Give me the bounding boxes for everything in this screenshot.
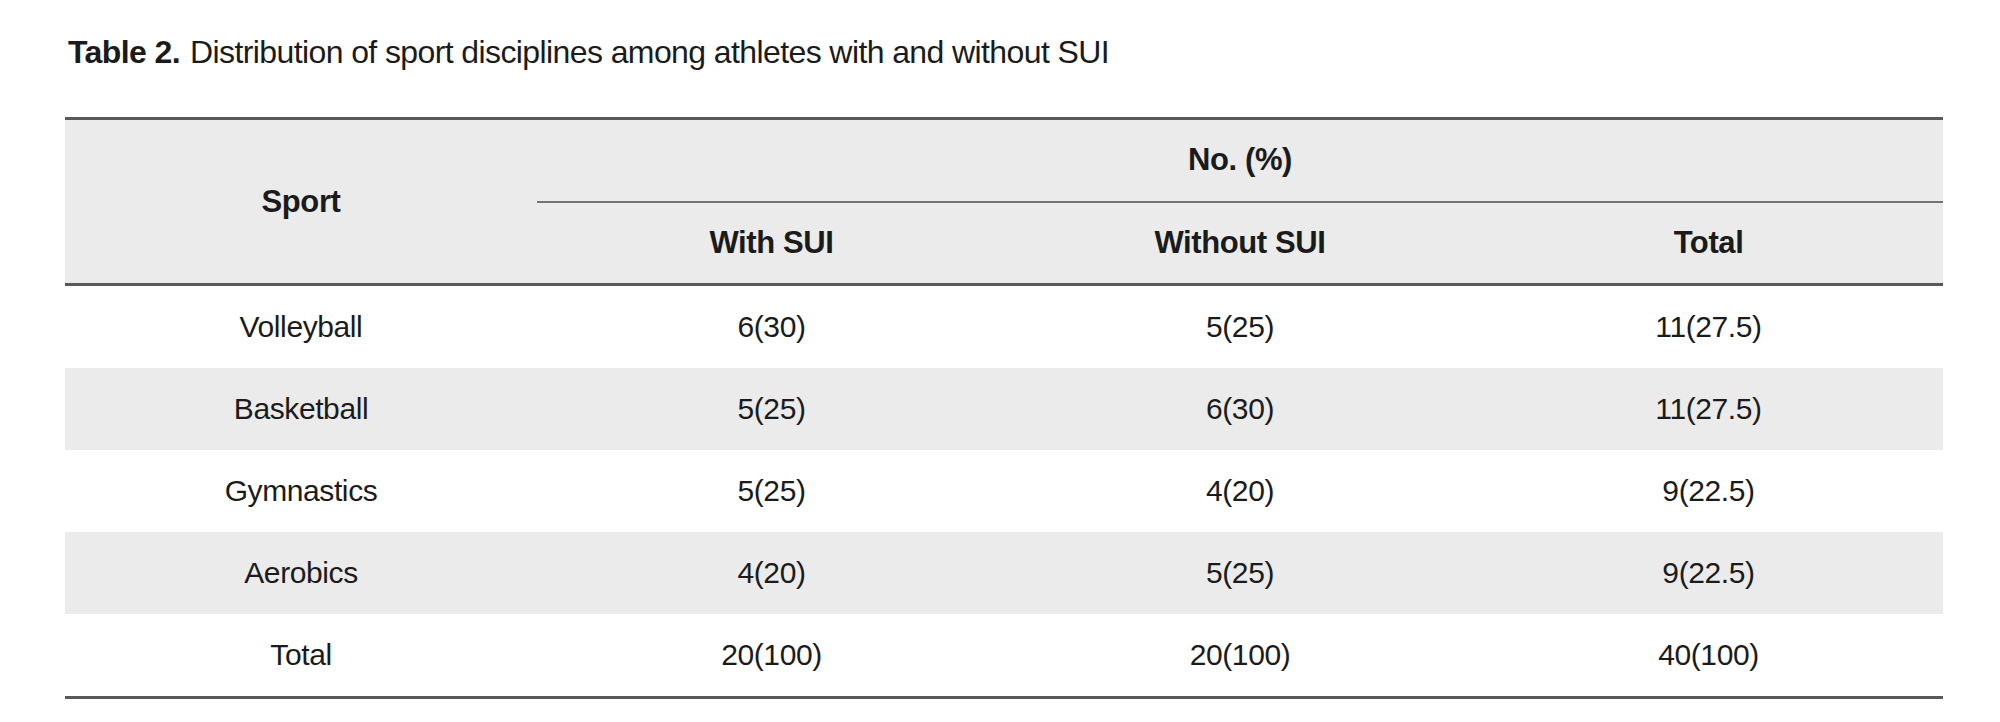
col-header-no-pct: No. (%) bbox=[537, 119, 1943, 202]
table-row-total: Total 20(100) 20(100) 40(100) bbox=[65, 614, 1943, 698]
col-header-sport: Sport bbox=[65, 119, 537, 285]
table-row-gymnastics: Gymnastics 5(25) 4(20) 9(22.5) bbox=[65, 450, 1943, 532]
sport-distribution-table: Sport No. (%) With SUI Without SUI Total… bbox=[65, 117, 1943, 699]
table-row-basketball: Basketball 5(25) 6(30) 11(27.5) bbox=[65, 368, 1943, 450]
with-sui-cell: 20(100) bbox=[537, 614, 1006, 698]
total-cell: 11(27.5) bbox=[1474, 368, 1943, 450]
page: { "caption": { "label": "Table 2.", "tex… bbox=[0, 0, 2000, 722]
table-header-row-group: Sport No. (%) bbox=[65, 119, 1943, 202]
col-header-total: Total bbox=[1474, 202, 1943, 285]
without-sui-cell: 20(100) bbox=[1006, 614, 1474, 698]
total-cell: 9(22.5) bbox=[1474, 450, 1943, 532]
with-sui-cell: 4(20) bbox=[537, 532, 1006, 614]
total-cell: 40(100) bbox=[1474, 614, 1943, 698]
with-sui-cell: 5(25) bbox=[537, 368, 1006, 450]
with-sui-cell: 6(30) bbox=[537, 285, 1006, 369]
without-sui-cell: 5(25) bbox=[1006, 532, 1474, 614]
table-caption-label: Table 2. bbox=[68, 34, 180, 70]
sport-cell: Volleyball bbox=[65, 285, 537, 369]
sport-cell: Gymnastics bbox=[65, 450, 537, 532]
sport-cell: Total bbox=[65, 614, 537, 698]
total-cell: 11(27.5) bbox=[1474, 285, 1943, 369]
col-header-without-sui: Without SUI bbox=[1006, 202, 1474, 285]
with-sui-cell: 5(25) bbox=[537, 450, 1006, 532]
without-sui-cell: 5(25) bbox=[1006, 285, 1474, 369]
sport-cell: Basketball bbox=[65, 368, 537, 450]
table-body: Volleyball 6(30) 5(25) 11(27.5) Basketba… bbox=[65, 285, 1943, 698]
sport-cell: Aerobics bbox=[65, 532, 537, 614]
table-row-aerobics: Aerobics 4(20) 5(25) 9(22.5) bbox=[65, 532, 1943, 614]
without-sui-cell: 6(30) bbox=[1006, 368, 1474, 450]
without-sui-cell: 4(20) bbox=[1006, 450, 1474, 532]
table-caption: Table 2. Distribution of sport discipline… bbox=[68, 34, 1109, 71]
table-caption-text: Distribution of sport disciplines among … bbox=[190, 34, 1109, 70]
table-header: Sport No. (%) With SUI Without SUI Total bbox=[65, 119, 1943, 285]
table-row-volleyball: Volleyball 6(30) 5(25) 11(27.5) bbox=[65, 285, 1943, 369]
col-header-with-sui: With SUI bbox=[537, 202, 1006, 285]
total-cell: 9(22.5) bbox=[1474, 532, 1943, 614]
